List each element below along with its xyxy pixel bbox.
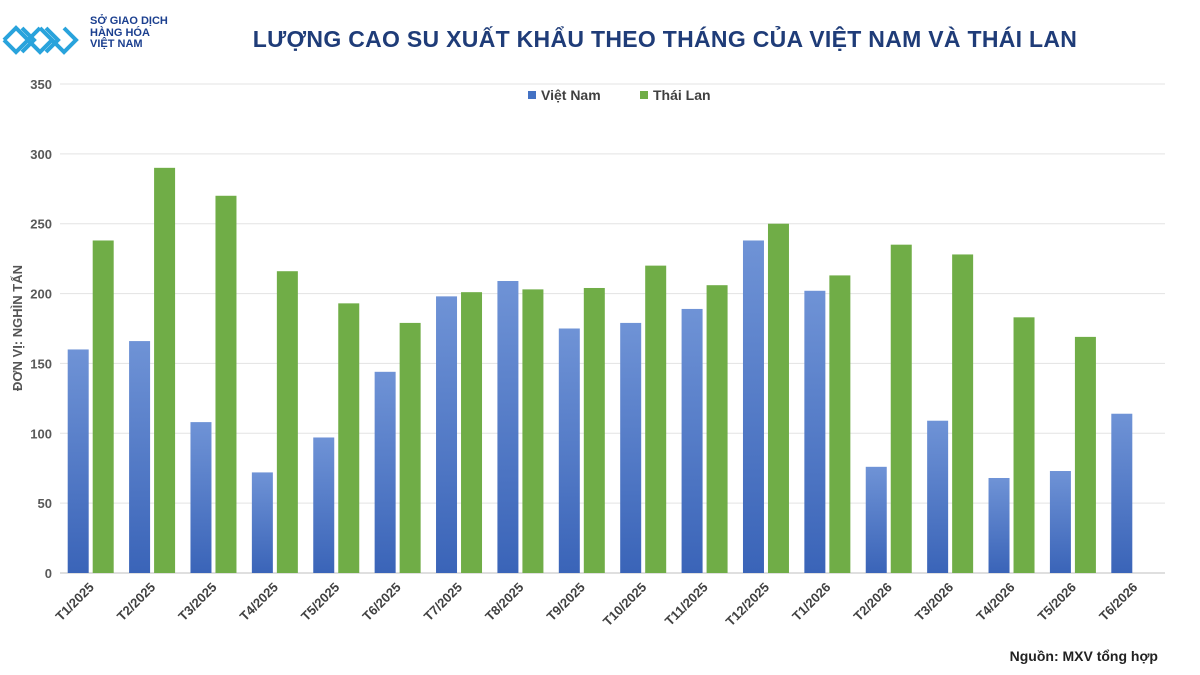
bar-thailand-T3/2025: [215, 195, 237, 573]
legend-swatch-1: [640, 91, 648, 99]
bar-vietnam-T4/2026: [988, 477, 1010, 573]
x-tick-label: T4/2026: [973, 580, 1017, 624]
bar-vietnam-T9/2025: [558, 328, 580, 573]
y-tick-label: 0: [45, 566, 52, 581]
bar-vietnam-T7/2025: [436, 296, 458, 573]
x-tick-label: T10/2025: [600, 580, 649, 629]
x-tick-label: T5/2025: [298, 580, 342, 624]
x-tick-label: T6/2026: [1096, 580, 1140, 624]
y-tick-label: 350: [30, 77, 52, 92]
logo-text: SỞ GIAO DỊCH HÀNG HÓA VIỆT NAM: [90, 15, 168, 51]
bar-vietnam-T4/2025: [251, 472, 273, 573]
y-tick-label: 200: [30, 287, 52, 302]
y-tick-label: 150: [30, 356, 52, 371]
y-tick-label: 250: [30, 217, 52, 232]
bar-thailand-T2/2025: [154, 167, 176, 574]
bar-thailand-T1/2026: [829, 275, 851, 573]
bar-vietnam-T1/2025: [67, 349, 89, 573]
chart-title: LƯỢNG CAO SU XUẤT KHẨU THEO THÁNG CỦA VI…: [252, 26, 1078, 52]
logo-icon: [2, 25, 79, 55]
x-tick-label: T9/2025: [544, 580, 588, 624]
bar-vietnam-T10/2025: [620, 322, 642, 573]
bar-thailand-T6/2025: [399, 322, 421, 573]
source-note: Nguồn: MXV tổng hợp: [1009, 648, 1158, 664]
x-tick-label: T7/2025: [421, 580, 465, 624]
bar-thailand-T7/2025: [461, 292, 483, 573]
x-tick-label: T5/2026: [1035, 580, 1079, 624]
bar-thailand-T8/2025: [522, 289, 544, 573]
bar-vietnam-T6/2026: [1111, 413, 1133, 573]
x-tick-label: T11/2025: [662, 580, 711, 629]
bar-vietnam-T5/2026: [1049, 471, 1071, 573]
bar-vietnam-T11/2025: [681, 308, 703, 573]
bar-thailand-T9/2025: [583, 287, 605, 573]
legend-label: Việt Nam: [541, 87, 601, 103]
x-tick-label: T8/2025: [482, 580, 526, 624]
y-axis-title: ĐƠN VỊ: NGHÌN TẤN: [10, 265, 25, 391]
legend-label: Thái Lan: [653, 87, 711, 103]
logo-line: SỞ GIAO DỊCH: [90, 15, 168, 27]
bar-thailand-T11/2025: [706, 285, 728, 573]
bar-vietnam-T5/2025: [313, 437, 335, 573]
y-tick-label: 300: [30, 147, 52, 162]
logo-line: HÀNG HÓA: [90, 26, 150, 39]
bar-vietnam-T6/2025: [374, 371, 396, 573]
bar-thailand-T3/2026: [952, 254, 974, 574]
bar-thailand-T4/2025: [276, 271, 298, 573]
bar-vietnam-T3/2026: [927, 420, 949, 573]
bar-thailand-T12/2025: [767, 223, 789, 573]
bar-vietnam-T1/2026: [804, 290, 826, 573]
x-tick-label: T4/2025: [237, 580, 281, 624]
x-tick-label: T6/2025: [359, 580, 403, 624]
x-tick-label: T1/2026: [789, 580, 833, 624]
legend-swatch-0: [528, 91, 536, 99]
x-tick-label: T12/2025: [723, 580, 772, 629]
logo-line: VIỆT NAM: [90, 38, 143, 50]
bar-vietnam-T3/2025: [190, 422, 212, 573]
x-tick-label: T3/2025: [175, 580, 219, 624]
bar-thailand-T10/2025: [645, 265, 667, 573]
bar-thailand-T1/2025: [92, 240, 114, 574]
bar-vietnam-T8/2025: [497, 280, 519, 573]
y-tick-label: 50: [38, 496, 52, 511]
y-tick-label: 100: [30, 426, 52, 441]
x-tick-label: T3/2026: [912, 580, 956, 624]
x-tick-label: T1/2025: [52, 580, 96, 624]
bar-vietnam-T12/2025: [742, 240, 764, 574]
bar-thailand-T5/2026: [1074, 336, 1096, 573]
x-tick-label: T2/2026: [851, 580, 895, 624]
bar-thailand-T2/2026: [890, 244, 912, 573]
bar-thailand-T4/2026: [1013, 317, 1035, 573]
bar-vietnam-T2/2026: [865, 466, 887, 573]
x-tick-label: T2/2025: [114, 580, 158, 624]
bar-vietnam-T2/2025: [129, 341, 151, 573]
bar-thailand-T5/2025: [338, 303, 360, 573]
